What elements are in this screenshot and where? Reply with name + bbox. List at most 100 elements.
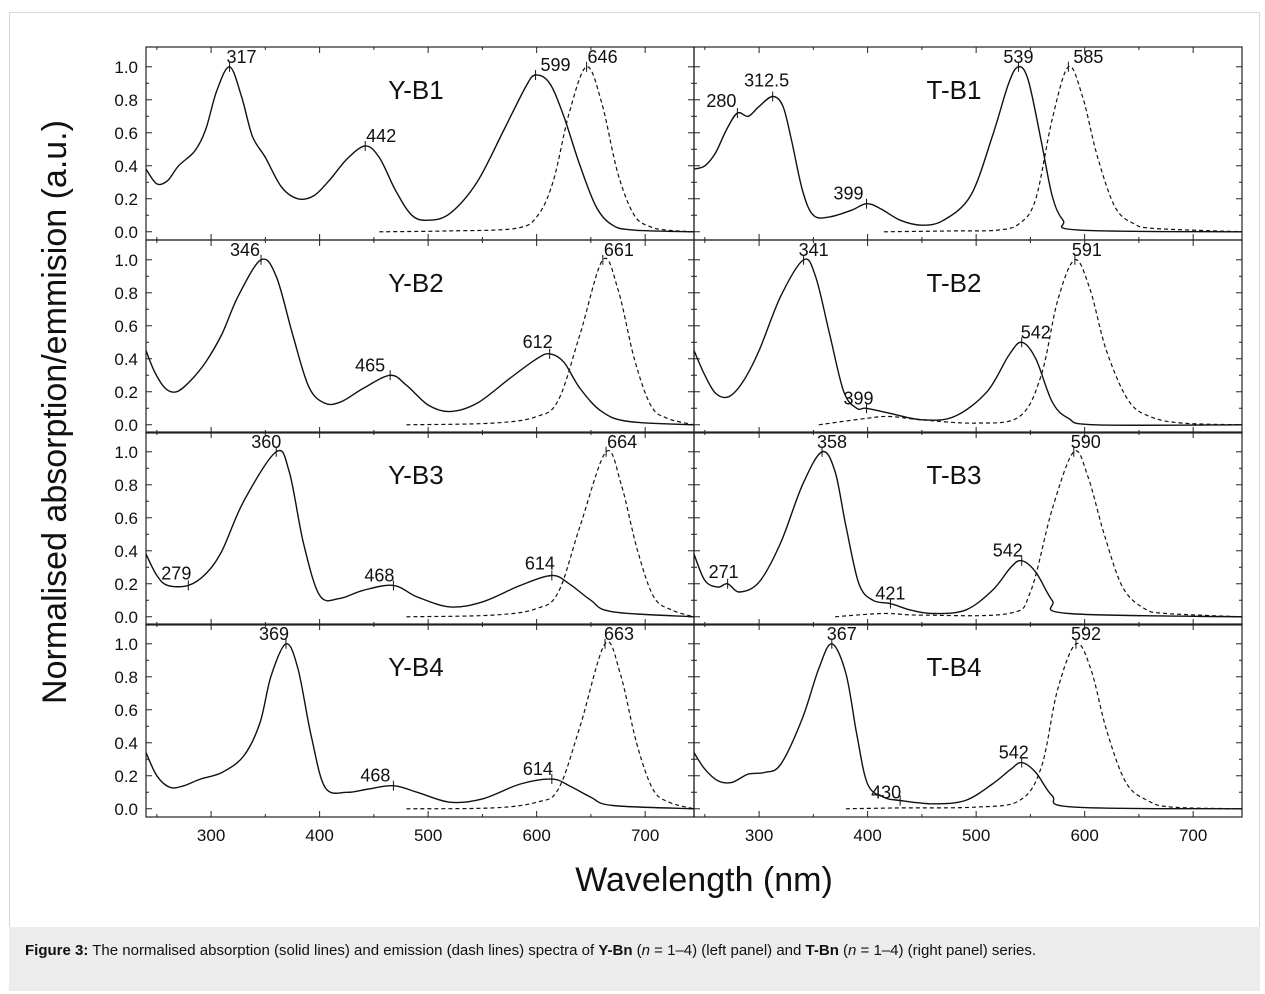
peak-label: 360 xyxy=(251,432,281,452)
peak-label: 312.5 xyxy=(744,70,789,90)
spectra-chart: Y-B1 317 442 599 646 0.0 0.2 0.4 0.6 0.8 1.0 Y-B2 34… xyxy=(36,46,1243,899)
caption-text-3: = 1–4) (left panel) and xyxy=(650,942,806,959)
peak-label: 542 xyxy=(1021,322,1051,342)
peak-label: 468 xyxy=(364,565,394,585)
peak-label: 614 xyxy=(525,554,555,574)
y-tick-label: 0.4 xyxy=(114,734,138,753)
figure-caption: Figure 3: The normalised absorption (sol… xyxy=(9,927,1260,991)
emission-line xyxy=(406,257,694,426)
y-tick-label: 0.4 xyxy=(114,542,138,561)
peak-label: 442 xyxy=(366,126,396,146)
panel-t-b3: T-B3 358 271 421 542 590 xyxy=(693,431,1243,626)
y-tick-label: 0.6 xyxy=(114,701,138,720)
x-tick-label: 700 xyxy=(1179,826,1207,845)
absorption-line xyxy=(694,450,1242,618)
peak-label: 369 xyxy=(259,624,289,644)
x-tick-label: 600 xyxy=(522,826,550,845)
x-tick-label: 600 xyxy=(1070,826,1098,845)
peak-label: 367 xyxy=(827,624,857,644)
caption-label: Figure 3: xyxy=(25,942,89,959)
peak-label: 341 xyxy=(799,240,829,260)
caption-n-1: n xyxy=(641,942,651,959)
panel-label: Y-B1 xyxy=(388,75,443,105)
x-tick-label: 500 xyxy=(962,826,990,845)
y-tick-label: 1.0 xyxy=(114,251,138,270)
panel-y-b2: Y-B2 346 465 612 661 0.0 0.2 0.4 0.6 0.8 1.0 xyxy=(114,239,695,435)
peak-label: 317 xyxy=(227,47,257,67)
absorption-line xyxy=(146,449,694,618)
y-tick-label: 0.6 xyxy=(114,509,138,528)
peak-label: 664 xyxy=(607,432,637,452)
panel-label: Y-B4 xyxy=(388,652,443,682)
panel-label: T-B1 xyxy=(927,75,982,105)
x-tick-label: 400 xyxy=(853,826,881,845)
panel-label: T-B4 xyxy=(927,652,982,682)
peak-label: 346 xyxy=(230,240,260,260)
y-tick-label: 1.0 xyxy=(114,443,138,462)
caption-text-1: The normalised absorption (solid lines) … xyxy=(88,942,599,959)
y-tick-label: 0.0 xyxy=(114,223,138,242)
panel-label: Y-B3 xyxy=(388,460,443,490)
x-tick-label: 500 xyxy=(414,826,442,845)
y-tick-label: 0.6 xyxy=(114,317,138,336)
figure-frame xyxy=(9,12,1260,972)
absorption-line xyxy=(146,643,694,810)
y-tick-label: 0.2 xyxy=(114,575,138,594)
panel-frame xyxy=(693,239,1243,434)
y-tick-label: 1.0 xyxy=(114,635,138,654)
y-tick-label: 0.2 xyxy=(114,190,138,209)
x-tick-label: 300 xyxy=(197,826,225,845)
y-tick-label: 1.0 xyxy=(114,58,138,77)
panel-y-b1: Y-B1 317 442 599 646 0.0 0.2 0.4 0.6 0.8 1.0 xyxy=(114,46,695,242)
x-tick-label: 300 xyxy=(745,826,773,845)
emission-line xyxy=(835,450,1242,618)
panel-frame xyxy=(693,431,1243,626)
absorption-line xyxy=(694,643,1242,810)
caption-n-2: n xyxy=(848,942,857,959)
panel-label: T-B3 xyxy=(927,460,982,490)
y-tick-label: 0.0 xyxy=(114,800,138,819)
y-axis-label: Normalised absorption/emmision (a.u.) xyxy=(36,120,74,704)
peak-label: 358 xyxy=(817,432,847,452)
peak-label: 542 xyxy=(999,743,1029,763)
peak-label: 612 xyxy=(523,332,553,352)
peak-label: 421 xyxy=(875,584,905,604)
peak-label: 465 xyxy=(355,355,385,375)
y-tick-label: 0.0 xyxy=(114,416,138,435)
peak-label: 661 xyxy=(604,240,634,260)
y-tick-label: 0.8 xyxy=(114,284,138,303)
panel-y-b4: Y-B4 369 468 614 663 0.0 0.2 0.4 0.6 0.8 1.0 xyxy=(114,623,695,819)
emission-line xyxy=(406,641,694,810)
peak-label: 399 xyxy=(844,388,874,408)
peak-label: 399 xyxy=(834,184,864,204)
y-tick-label: 0.4 xyxy=(114,350,138,369)
y-tick-label: 0.8 xyxy=(114,91,138,110)
panel-t-b4: T-B4 367 430 542 592 xyxy=(693,623,1243,818)
panel-t-b2: T-B2 341 399 542 591 xyxy=(693,239,1243,434)
y-tick-label: 0.0 xyxy=(114,608,138,627)
peak-label: 430 xyxy=(871,783,901,803)
peak-label: 646 xyxy=(588,47,618,67)
panel-frame xyxy=(693,623,1243,818)
y-tick-label: 0.2 xyxy=(114,767,138,786)
panel-y-b3: Y-B3 360 279 468 614 664 0.0 0.2 0.4 0.6 0.8 1.0 xyxy=(114,431,695,627)
peak-label: 599 xyxy=(541,55,571,75)
peak-label: 539 xyxy=(1003,47,1033,67)
peak-label: 614 xyxy=(523,759,553,779)
panel-t-b1: T-B1 280 312.5 399 539 585 xyxy=(693,46,1243,241)
panel-label: Y-B2 xyxy=(388,268,443,298)
y-tick-label: 0.8 xyxy=(114,668,138,687)
y-tick-label: 0.8 xyxy=(114,476,138,495)
x-tick-label: 400 xyxy=(305,826,333,845)
peak-label: 279 xyxy=(161,563,191,583)
peak-label: 590 xyxy=(1071,432,1101,452)
x-tick-label: 700 xyxy=(631,826,659,845)
peak-label: 591 xyxy=(1072,240,1102,260)
caption-text-2: ( xyxy=(632,942,642,959)
emission-line xyxy=(818,259,1242,426)
y-tick-label: 0.6 xyxy=(114,124,138,143)
caption-text-5: = 1–4) (right panel) series. xyxy=(856,942,1037,959)
panels-layer: Y-B1 317 442 599 646 0.0 0.2 0.4 0.6 0.8 1.0 Y-B2 34… xyxy=(114,46,1243,819)
panel-label: T-B2 xyxy=(927,268,982,298)
caption-text-4: ( xyxy=(838,942,849,959)
